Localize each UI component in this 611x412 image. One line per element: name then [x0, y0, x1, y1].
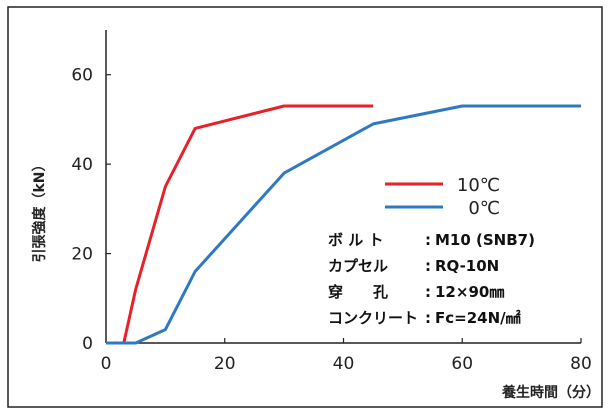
legend-label-1: 0℃ [468, 198, 500, 219]
legend-label-0: 10℃ [457, 175, 500, 196]
x-tick-label: 20 [214, 354, 236, 374]
chart-frame [7, 6, 603, 408]
info-label-3: コンクリート [328, 309, 418, 327]
info-value-2: 12×90㎜ [435, 283, 504, 301]
info-colon-0: : [425, 231, 431, 249]
series-line-1 [106, 104, 581, 345]
x-tick-label: 80 [570, 354, 592, 374]
series-group [106, 104, 581, 345]
x-tick-label: 40 [333, 354, 355, 374]
ticks: 0 20 40 60 0 20 40 60 80 [71, 66, 591, 374]
info-colon-1: : [425, 257, 431, 275]
info-value-3: Fc=24N/㎟ [435, 309, 521, 327]
y-tick-label: 0 [82, 334, 93, 354]
y-tick-label: 60 [71, 66, 93, 86]
info-label-2: 穿 孔 [328, 283, 388, 301]
x-axis-label: 養生時間（分） [501, 384, 600, 401]
info-label-1: カプセル [328, 257, 388, 275]
y-tick-label: 20 [71, 245, 93, 265]
y-axis-label: 引張強度（kN） [31, 157, 48, 262]
x-tick-label: 0 [101, 354, 112, 374]
info-label-0: ボ ル ト [328, 231, 383, 249]
info-colon-3: : [425, 309, 431, 327]
info-colon-2: : [425, 283, 431, 301]
x-tick-label: 60 [451, 354, 473, 374]
y-tick-label: 40 [71, 155, 93, 175]
legend: 10℃0℃ [385, 175, 500, 219]
info-value-0: M10 (SNB7) [435, 231, 535, 249]
info-value-1: RQ-10N [435, 257, 499, 275]
